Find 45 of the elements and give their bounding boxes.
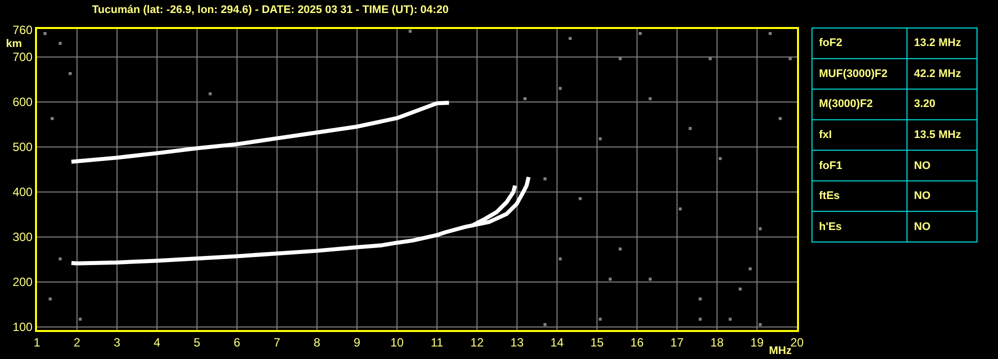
x-tick-label: 4	[154, 335, 161, 350]
x-tick-label: 2	[74, 335, 81, 350]
x-tick-label: 3	[114, 335, 121, 350]
text: 42.2 MHz	[914, 68, 962, 80]
x-tick-label: 12	[470, 335, 484, 350]
y-tick-label: 400	[12, 185, 33, 200]
x-tick-label: 16	[630, 335, 644, 350]
x-tick-label: 8	[314, 335, 321, 350]
text: NO	[914, 160, 930, 172]
y-axis-title: km	[6, 38, 22, 50]
category-label: ftEs	[819, 190, 840, 202]
x-tick-label: 13	[510, 335, 524, 350]
text: 13.2 MHz	[914, 37, 962, 49]
category-label: MUF(3000)F2	[819, 68, 888, 80]
x-tick-label: 11	[430, 335, 444, 350]
x-tick-label: 10	[390, 335, 404, 350]
x-tick-label: 7	[274, 335, 281, 350]
text: 3.20	[914, 98, 936, 110]
x-tick-label: 20	[790, 335, 804, 350]
x-axis-title: MHz	[769, 345, 792, 357]
y-tick-label: 600	[12, 95, 33, 110]
y-tick-label: 700	[12, 50, 33, 64]
y-tick-label: 300	[12, 230, 33, 244]
x-tick-label: 1	[34, 335, 41, 350]
x-tick-label: 14	[550, 335, 564, 350]
x-tick-label: 15	[590, 335, 604, 350]
category-label: foF2	[819, 37, 842, 49]
x-tick-label: 17	[670, 335, 684, 350]
category-label: fxI	[819, 129, 832, 141]
text: NO	[914, 221, 930, 233]
x-tick-label: 9	[354, 335, 361, 350]
category-label: M(3000)F2	[819, 98, 873, 110]
text: NO	[914, 190, 930, 202]
y-tick-label: 200	[12, 275, 33, 290]
x-tick-label: 5	[194, 335, 201, 350]
category-label: h'Es	[819, 221, 842, 233]
x-tick-label: 19	[750, 335, 764, 350]
y-tick-label: 760	[12, 23, 33, 38]
text: 13.5 MHz	[914, 129, 962, 141]
x-tick-label: 6	[234, 335, 241, 350]
y-tick-label: 100	[12, 320, 33, 334]
chart-title: Tucumán (lat: -26.9, lon: 294.6) - DATE: 2025 03 31 - TIME (UT): 04:20	[92, 4, 449, 16]
category-label: foF1	[819, 160, 842, 172]
x-tick-label: 18	[710, 335, 724, 350]
y-tick-label: 500	[12, 140, 33, 154]
